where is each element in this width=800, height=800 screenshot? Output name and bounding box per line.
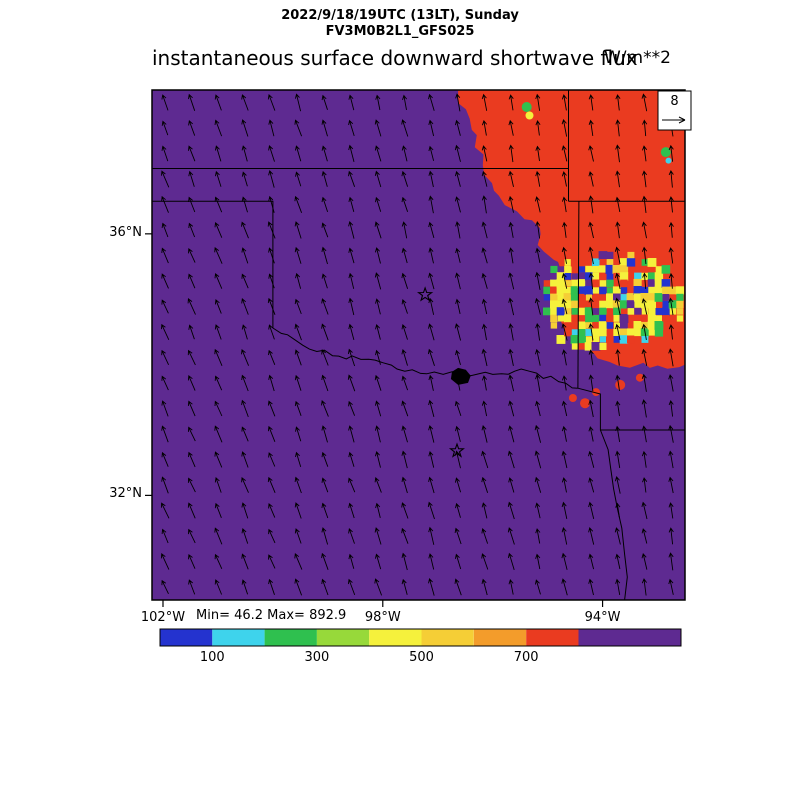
city-star-marker bbox=[416, 286, 434, 302]
state-borders bbox=[152, 90, 685, 600]
flux-speck bbox=[568, 394, 577, 402]
cloud-speckle-patch bbox=[543, 251, 685, 351]
flux-speck bbox=[525, 111, 534, 120]
timestamp-title: 2022/9/18/19UTC (13LT), Sunday bbox=[281, 8, 519, 23]
flux-field bbox=[152, 90, 685, 600]
flux-speck bbox=[665, 157, 672, 164]
plot-title: instantaneous surface downward shortwave… bbox=[152, 46, 638, 70]
flux-speck bbox=[592, 388, 600, 397]
minmax-stats: Min= 46.2 Max= 892.9 bbox=[196, 608, 347, 623]
city-star-marker bbox=[448, 442, 465, 458]
units-label: W/m**2 bbox=[604, 48, 671, 68]
flux-speck bbox=[580, 398, 590, 409]
flux-speck bbox=[660, 147, 671, 158]
plot-frame bbox=[151, 89, 686, 601]
model-run-title: FV3M0B2L1_GFS025 bbox=[325, 24, 475, 39]
flux-speck bbox=[635, 373, 644, 382]
flux-speck bbox=[615, 379, 626, 390]
flux-speck bbox=[521, 102, 532, 112]
reference-arrow-icon bbox=[662, 116, 686, 124]
wind-arrows bbox=[160, 93, 674, 596]
quiver-reference-value: 8 bbox=[670, 94, 679, 109]
colorbar bbox=[159, 628, 682, 647]
quiver-key bbox=[657, 90, 692, 131]
